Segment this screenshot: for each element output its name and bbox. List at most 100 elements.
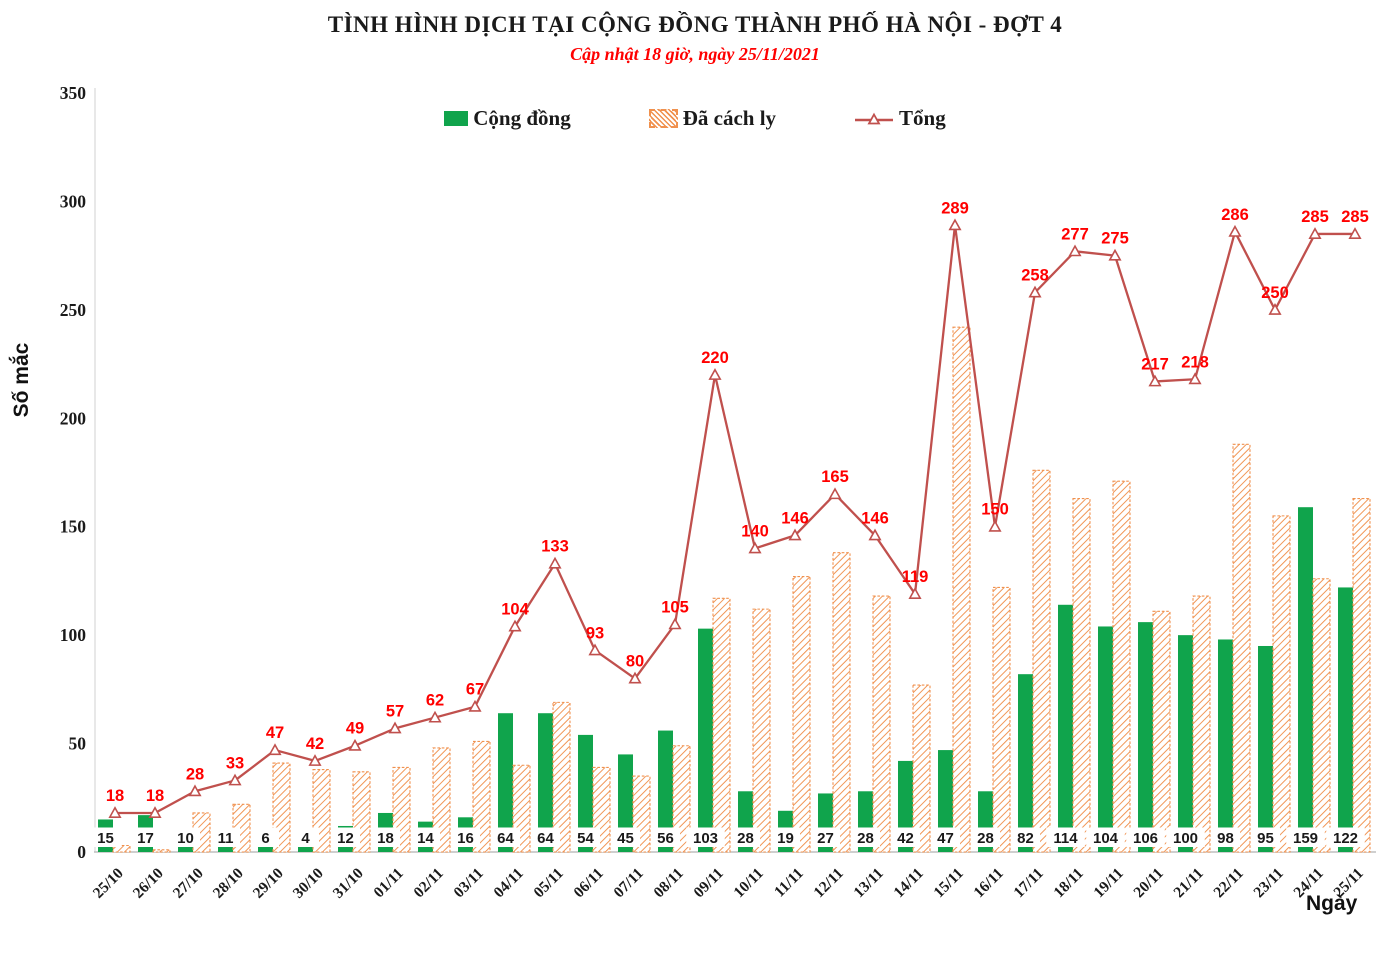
y-tick-label: 200 [60, 408, 87, 428]
bar-da-cach-ly [152, 849, 171, 853]
bar-value-label-box [891, 827, 920, 847]
bar-value-label: 12 [337, 830, 354, 847]
total-value-label: 18 [146, 787, 164, 805]
x-tick-label: 23/11 [1250, 865, 1286, 901]
total-marker [108, 806, 122, 818]
bar-da-cach-ly [1112, 480, 1131, 853]
total-marker [388, 721, 402, 734]
x-tick-label: 27/10 [170, 865, 207, 902]
x-tick-label: 16/11 [970, 865, 1006, 901]
bar-value-label: 27 [817, 830, 834, 847]
x-axis-title: Ngày [1306, 892, 1358, 915]
total-marker [188, 784, 202, 797]
legend-item-cong-dong: Cộng đồng [444, 106, 571, 131]
total-line [115, 224, 1355, 815]
total-value-label: 133 [541, 538, 569, 556]
bar-da-cach-ly [912, 684, 931, 853]
total-marker [828, 487, 842, 500]
y-axis-title: Số mắc [10, 342, 33, 418]
bar-value-label-box [531, 827, 560, 847]
bar-value-label-box [331, 827, 360, 847]
bar-cong-dong [1338, 587, 1353, 852]
bar-value-label-box [451, 827, 480, 847]
x-tick-label: 03/11 [450, 865, 486, 901]
total-marker [268, 743, 282, 756]
bar-value-label: 122 [1333, 830, 1358, 847]
bar-value-label-box [611, 827, 640, 847]
green-bar-swatch-icon [444, 111, 469, 126]
total-value-label: 104 [501, 600, 529, 618]
bar-da-cach-ly [872, 595, 891, 853]
total-marker [1348, 227, 1362, 239]
bar-value-label: 18 [377, 830, 394, 847]
total-marker [748, 541, 762, 554]
bar-cong-dong [1098, 626, 1113, 852]
total-value-label: 18 [106, 787, 124, 805]
bar-da-cach-ly [792, 576, 811, 853]
x-tick-label: 14/11 [890, 865, 926, 901]
bar-value-label-box [1011, 827, 1040, 847]
total-marker [348, 738, 362, 751]
x-tick-label: 07/11 [610, 865, 646, 901]
bar-value-label-box [491, 827, 520, 847]
total-value-label: 285 [1341, 208, 1369, 226]
bar-value-label: 42 [897, 830, 914, 847]
total-marker [308, 754, 322, 766]
total-marker [668, 617, 682, 630]
bar-cong-dong [1018, 674, 1033, 852]
bar-cong-dong [538, 713, 553, 852]
bar-value-label: 10 [177, 830, 194, 847]
bar-value-label: 98 [1217, 830, 1234, 847]
x-tick-label: 12/11 [810, 865, 846, 901]
bar-value-label: 64 [537, 830, 554, 847]
bar-value-label-box [1086, 827, 1125, 847]
total-marker [1068, 244, 1082, 257]
x-tick-label: 26/10 [130, 865, 167, 902]
bar-value-label: 100 [1173, 830, 1198, 847]
bar-value-label-box [971, 827, 1000, 847]
hatched-bar-swatch-icon [648, 109, 678, 128]
bar-value-label-box [931, 827, 960, 847]
total-marker [908, 587, 922, 599]
bar-da-cach-ly [1352, 497, 1371, 853]
bar-da-cach-ly [1232, 443, 1251, 853]
x-tick-label: 06/11 [570, 865, 606, 901]
total-value-label: 93 [586, 624, 604, 642]
bar-da-cach-ly [1032, 469, 1051, 853]
x-tick-label: 02/11 [410, 865, 446, 901]
bar-value-label-box [771, 827, 800, 847]
bar-value-label: 95 [1257, 830, 1274, 847]
bar-value-label: 28 [977, 830, 994, 847]
total-value-label: 275 [1101, 230, 1129, 248]
x-tick-label: 13/11 [850, 865, 886, 901]
x-tick-label: 28/10 [210, 865, 247, 902]
bar-cong-dong [498, 713, 513, 852]
bar-cong-dong [1138, 622, 1153, 852]
total-value-label: 80 [626, 653, 644, 671]
x-tick-label: 25/10 [90, 865, 127, 902]
total-value-label: 146 [861, 509, 889, 527]
total-value-label: 285 [1301, 208, 1329, 226]
bar-da-cach-ly [1192, 595, 1211, 853]
bar-value-label: 159 [1293, 830, 1318, 847]
total-value-label: 277 [1061, 225, 1089, 243]
bar-cong-dong [698, 628, 713, 852]
bar-value-label: 103 [693, 830, 718, 847]
total-marker [1228, 224, 1242, 237]
x-tick-label: 05/11 [530, 865, 566, 901]
bar-value-label-box [131, 827, 160, 847]
bar-cong-dong [938, 750, 953, 852]
y-tick-label: 100 [60, 625, 87, 645]
bar-value-label: 11 [218, 830, 234, 847]
total-value-label: 57 [386, 702, 404, 720]
bar-value-label-box [1126, 827, 1165, 847]
bar-value-label: 64 [497, 830, 514, 847]
bar-value-label-box [851, 827, 880, 847]
total-marker [468, 699, 482, 712]
bar-value-label: 4 [301, 830, 310, 847]
y-tick-label: 150 [60, 517, 87, 537]
x-tick-label: 18/11 [1050, 865, 1086, 901]
total-marker [1308, 227, 1322, 239]
bar-cong-dong [1058, 604, 1073, 852]
